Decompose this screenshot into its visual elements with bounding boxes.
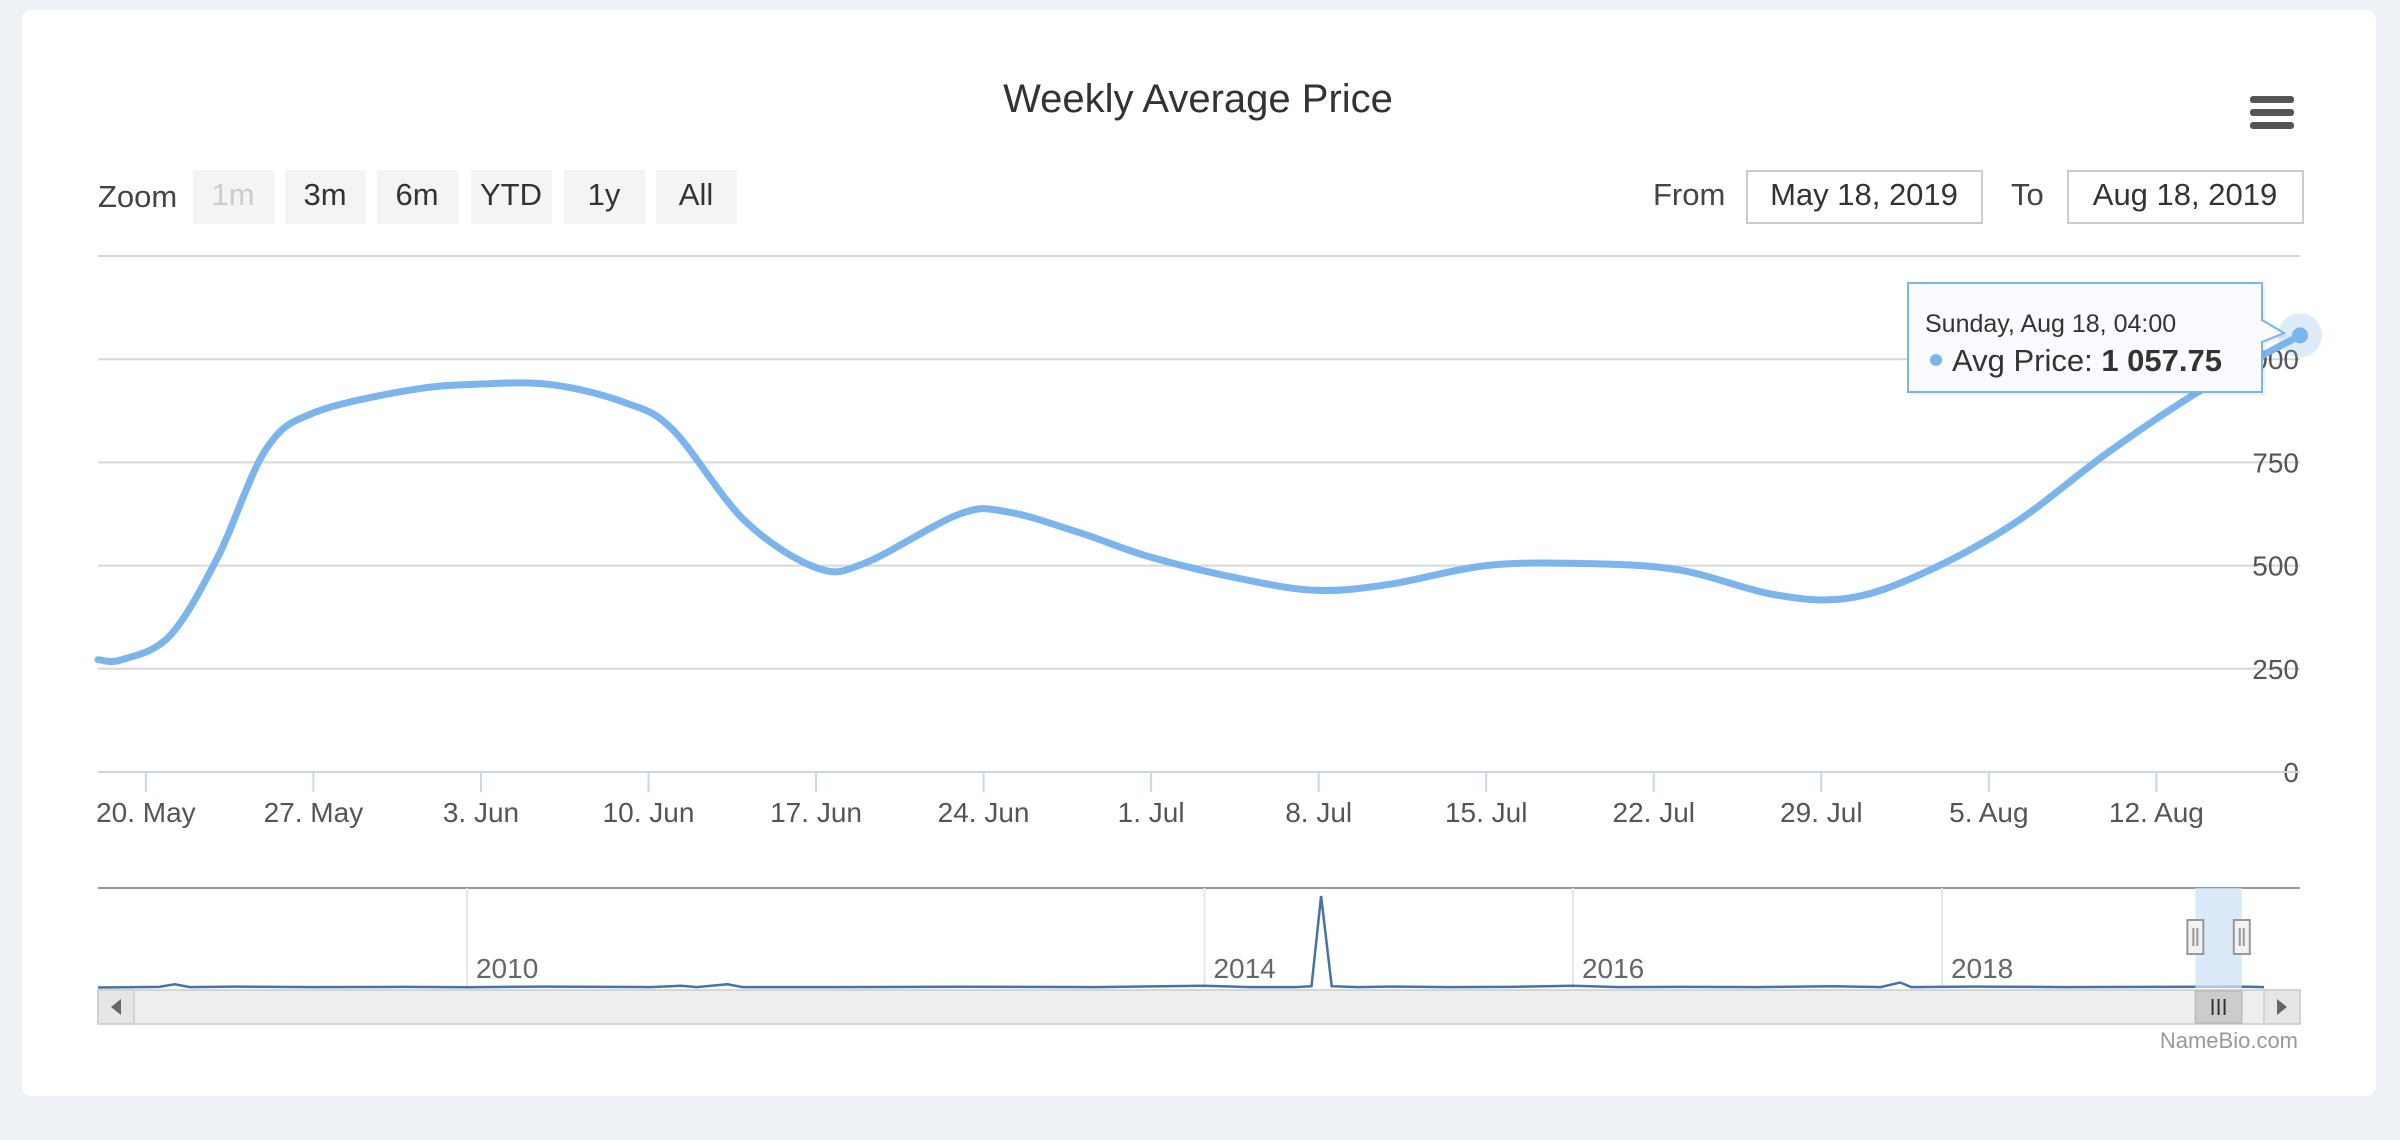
x-axis-labels: 20. May 27. May 3. Jun 10. Jun 17. Jun 24. Ju…: [96, 797, 2204, 828]
zoom-button-label: All: [679, 177, 713, 212]
to-date-input[interactable]: Aug 18, 2019: [2067, 170, 2304, 224]
navigator-year-label: 2018: [1951, 953, 2013, 984]
x-tick-label: 22. Jul: [1613, 797, 1696, 828]
x-tick-label: 17. Jun: [770, 797, 862, 828]
navigator-year-label: 2010: [476, 953, 538, 984]
navigator-year-label: 2014: [1213, 953, 1275, 984]
navigator-handle-left[interactable]: [2186, 919, 2205, 955]
x-tick-label: 20. May: [96, 797, 196, 828]
zoom-label: Zoom: [98, 179, 177, 214]
zoom-button-label: YTD: [480, 177, 542, 212]
from-label: From: [1653, 177, 1725, 212]
zoom-button-ytd[interactable]: YTD: [471, 170, 552, 224]
tooltip-box: [1907, 282, 2287, 393]
scrollbar-grip-icon: [2211, 999, 2226, 1015]
x-tick-label: 27. May: [264, 797, 364, 828]
zoom-button-3m[interactable]: 3m: [285, 170, 366, 224]
navigator-handle-right[interactable]: [2232, 919, 2251, 955]
x-tick-label: 5. Aug: [1949, 797, 2028, 828]
zoom-button-label: 6m: [395, 177, 438, 212]
navigator-year-lines: [465, 888, 1943, 988]
y-tick-label: 250: [2252, 654, 2299, 685]
zoom-button-1y[interactable]: 1y: [564, 170, 645, 224]
x-tick-label: 15. Jul: [1445, 797, 1528, 828]
x-tick-label: 24. Jun: [938, 797, 1030, 828]
scrollbar-left-arrow-icon[interactable]: [97, 989, 135, 1025]
from-date-input[interactable]: May 18, 2019: [1746, 170, 1983, 224]
grid-lines: [98, 358, 2300, 670]
to-date-value: Aug 18, 2019: [2093, 177, 2277, 212]
scrollbar-thumb[interactable]: [2194, 990, 2243, 1024]
x-tick-label: 8. Jul: [1285, 797, 1352, 828]
x-axis-ticks: [144, 772, 2158, 792]
navigator-series-line: [97, 895, 2265, 989]
x-tick-label: 10. Jun: [603, 797, 695, 828]
hover-point[interactable]: [2292, 327, 2308, 344]
tooltip-value: 1 057.75: [2101, 343, 2222, 378]
range-selector: Zoom 1m 3m 6m YTD 1y All From May 18,: [98, 170, 2304, 224]
y-tick-label: 750: [2252, 447, 2299, 478]
zoom-button-label: 3m: [303, 177, 346, 212]
x-tick-label: 12. Aug: [2109, 797, 2204, 828]
chart-title: Weekly Average Price: [1003, 77, 1393, 121]
tooltip-line: Avg Price: 1 057.75: [1952, 343, 2222, 378]
scrollbar: [97, 989, 2301, 1025]
y-tick-label: 500: [2252, 551, 2299, 582]
series-line-avg-price: [94, 331, 2304, 665]
navigator-year-labels: 2010 2014 2016 2018: [476, 953, 2013, 984]
from-date-value: May 18, 2019: [1770, 177, 1958, 212]
tooltip: Sunday, Aug 18, 04:00 Avg Price: 1 057.7…: [1907, 282, 2287, 395]
zoom-button-6m[interactable]: 6m: [377, 170, 458, 224]
zoom-button-label: 1y: [588, 177, 621, 212]
tooltip-header: Sunday, Aug 18, 04:00: [1925, 310, 2176, 338]
zoom-button-1m[interactable]: 1m: [193, 170, 274, 224]
navigator-year-label: 2016: [1582, 953, 1644, 984]
x-tick-label: 29. Jul: [1780, 797, 1863, 828]
zoom-button-label: 1m: [211, 177, 254, 212]
navigator: 2010 2014 2016 2018: [97, 887, 2300, 989]
scrollbar-track[interactable]: [97, 989, 2301, 1025]
tooltip-series-marker: [1930, 354, 1942, 366]
hamburger-menu-icon[interactable]: [2250, 96, 2294, 129]
to-label: To: [2011, 177, 2044, 212]
credits-link[interactable]: NameBio.com: [2160, 1028, 2298, 1053]
zoom-button-all[interactable]: All: [656, 170, 737, 224]
tooltip-series-label: Avg Price:: [1952, 343, 2101, 378]
x-tick-label: 3. Jun: [443, 797, 519, 828]
x-tick-label: 1. Jul: [1118, 797, 1185, 828]
scrollbar-right-arrow-icon[interactable]: [2263, 989, 2301, 1025]
